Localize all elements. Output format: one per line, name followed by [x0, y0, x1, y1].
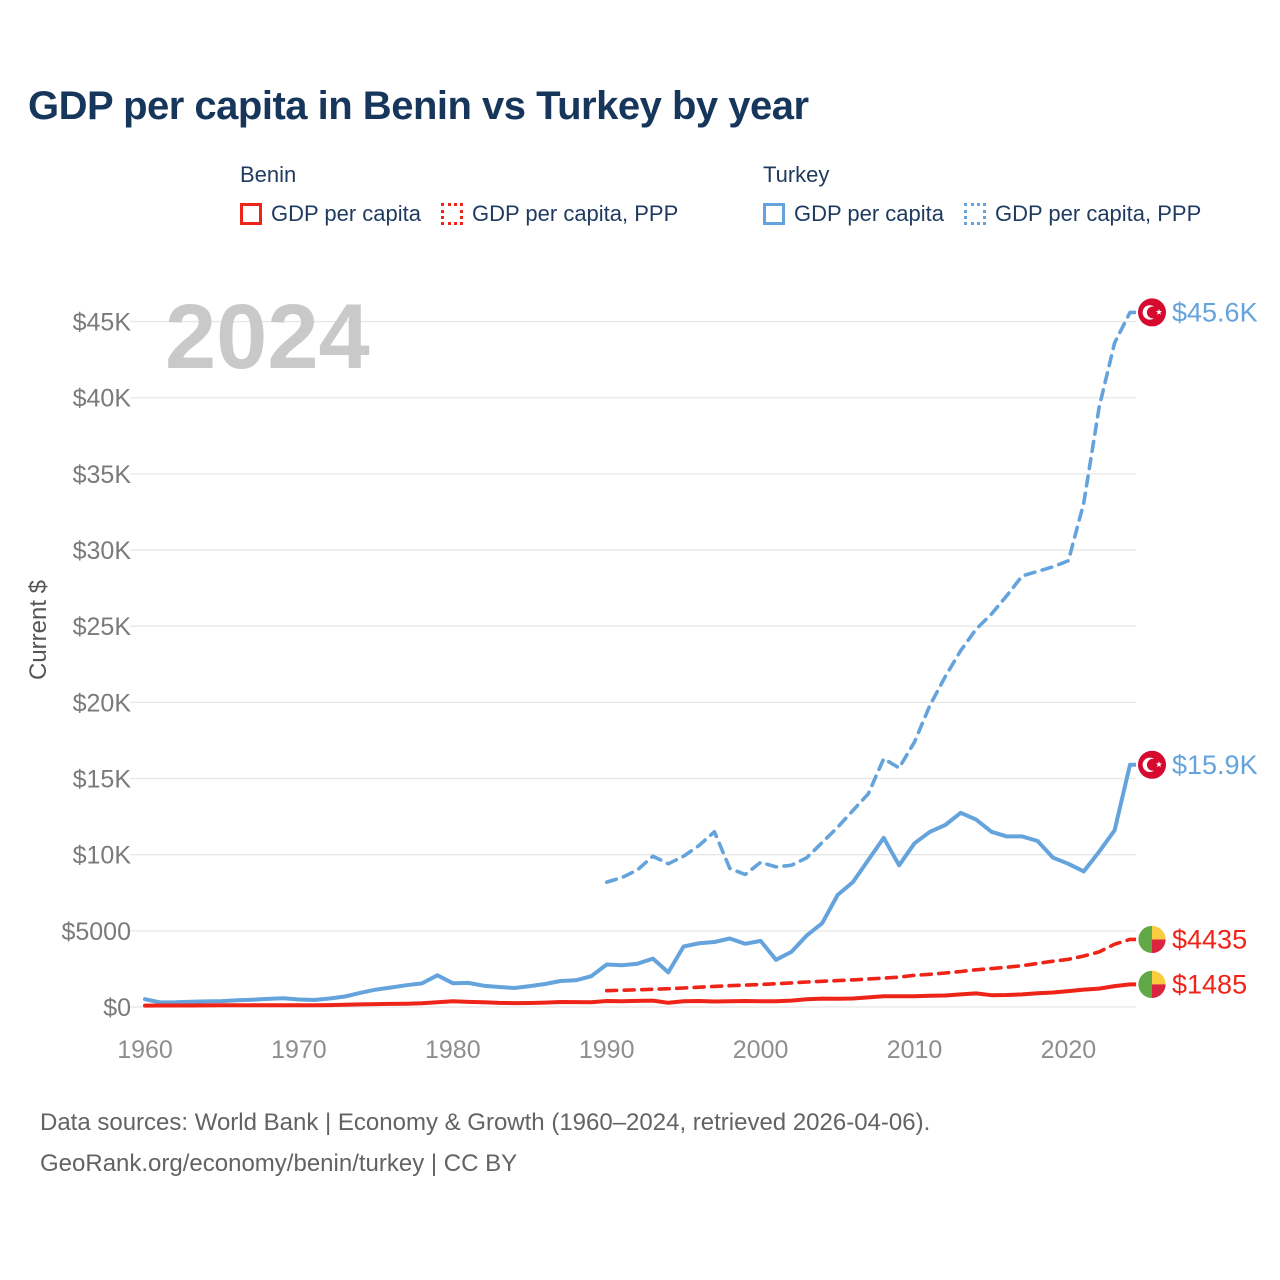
legend-label-benin-gdp: GDP per capita [271, 201, 422, 226]
turkey-flag-crescent-inner [1146, 306, 1159, 319]
benin-flag-icon [1135, 923, 1168, 956]
x-tick-label: 1960 [117, 1036, 173, 1064]
footer-attribution: GeoRank.org/economy/benin/turkey | CC BY [40, 1150, 518, 1177]
legend-swatch-turkey-gdp [763, 203, 785, 225]
legend-swatch-benin-gdp [240, 203, 262, 225]
footer: Data sources: World Bank | Economy & Gro… [40, 1102, 930, 1184]
benin-flag-yellow [1152, 970, 1166, 985]
y-tick-label: $35K [73, 461, 132, 489]
legend-country-label-benin: Benin [240, 162, 297, 187]
y-tick-label: $10K [73, 842, 132, 870]
y-tick-label: $0 [103, 994, 131, 1022]
benin-flag-yellow [1152, 925, 1166, 940]
y-tick-label: $45K [73, 309, 132, 337]
y-tick-label: $15K [73, 766, 132, 794]
x-tick-label: 1990 [579, 1036, 635, 1064]
legend-swatch-benin-gdp-ppp [441, 203, 464, 225]
benin-flag-red [1152, 939, 1167, 954]
legend-label-benin-gdp-ppp: GDP per capita, PPP [472, 201, 679, 226]
x-tick-label: 2010 [887, 1036, 943, 1064]
end-label-benin-ppp: $4435 [1172, 924, 1247, 954]
x-tick-label: 2020 [1041, 1036, 1097, 1064]
series-line-benin-ppp [604, 937, 1142, 993]
legend-label-turkey-gdp-ppp: GDP per capita, PPP [995, 201, 1202, 226]
benin-flag-green [1138, 970, 1152, 999]
page-title: GDP per capita in Benin vs Turkey by yea… [28, 84, 809, 128]
turkey-flag-crescent-inner [1146, 758, 1159, 771]
y-tick-label: $30K [73, 537, 132, 565]
benin-flag-green [1138, 925, 1152, 954]
x-tick-label: 1980 [425, 1036, 481, 1064]
y-tick-label: $20K [73, 689, 132, 717]
y-tick-label: $25K [73, 613, 132, 641]
y-axis-title: Current $ [25, 580, 52, 680]
end-label-turkey-ppp: $45.6K [1172, 297, 1258, 327]
series-line-turkey-ppp [604, 310, 1142, 884]
turkey-flag-star [1155, 308, 1163, 315]
legend-swatch-turkey-gdp-ppp [964, 203, 987, 225]
legend-group-turkey: Turkey GDP per capita GDP per capita, PP… [763, 162, 1221, 227]
legend-label-turkey-gdp: GDP per capita [794, 201, 945, 226]
series-line-turkey-gdp [143, 762, 1142, 1005]
legend-group-benin: Benin GDP per capita GDP per capita, PPP [240, 162, 698, 227]
benin-flag-icon [1135, 968, 1168, 1001]
x-tick-label: 1970 [271, 1036, 327, 1064]
y-tick-label: $40K [73, 385, 132, 413]
end-label-benin-gdp: $1485 [1172, 969, 1247, 999]
footer-data-sources: Data sources: World Bank | Economy & Gro… [40, 1109, 931, 1136]
legend-country-label-turkey: Turkey [763, 162, 830, 187]
series-line-benin-gdp [143, 982, 1142, 1008]
benin-flag-red [1152, 984, 1167, 999]
end-label-turkey-gdp: $15.9K [1172, 750, 1258, 780]
watermark: 2024 [165, 286, 370, 388]
y-tick-label: $5000 [61, 918, 131, 946]
turkey-flag-star [1155, 761, 1163, 768]
x-tick-label: 2000 [733, 1036, 789, 1064]
